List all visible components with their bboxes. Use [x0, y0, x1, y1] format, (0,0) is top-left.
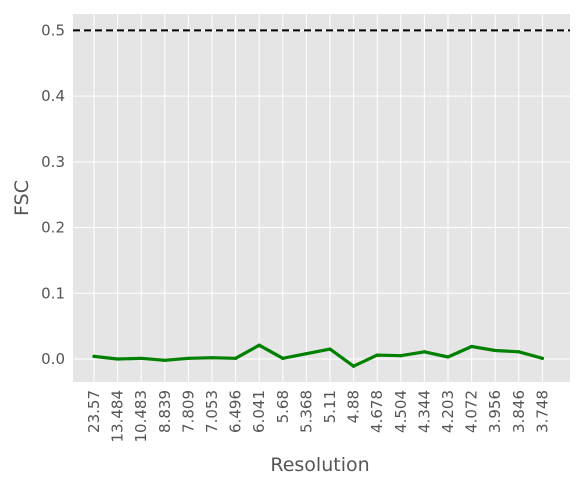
- fsc-data-point: [210, 356, 214, 360]
- x-tick-label: 10.483: [132, 390, 150, 443]
- x-tick-label: 5.368: [297, 390, 315, 433]
- x-tick-label: 13.484: [109, 390, 127, 443]
- y-tick-label: 0.5: [41, 21, 65, 39]
- fsc-data-point: [304, 352, 308, 356]
- x-tick-label: 3.956: [486, 390, 504, 433]
- x-tick-label: 4.203: [439, 390, 457, 433]
- fsc-data-point: [92, 354, 96, 358]
- fsc-data-point: [540, 356, 545, 360]
- y-tick-labels: 0.0 0.1 0.2 0.3 0.4 0.5: [41, 21, 65, 368]
- x-tick-label: 6.496: [227, 390, 245, 433]
- fsc-data-point: [163, 358, 167, 362]
- fsc-data-point: [281, 356, 285, 360]
- fsc-data-point: [328, 347, 332, 351]
- fsc-data-point: [234, 356, 238, 360]
- fsc-series-line: [92, 343, 545, 368]
- x-tick-label: 5.68: [274, 390, 292, 423]
- fsc-data-point: [352, 364, 356, 368]
- x-tick-label: 4.88: [345, 390, 363, 423]
- x-tick-label: 3.748: [533, 390, 551, 433]
- fsc-data-point: [186, 356, 190, 360]
- fsc-data-point: [116, 357, 120, 361]
- x-tick-label: 4.504: [392, 390, 410, 433]
- fsc-data-point: [446, 355, 450, 359]
- y-axis-title: FSC: [11, 180, 33, 216]
- fsc-data-point: [422, 350, 426, 354]
- y-tick-label: 0.2: [41, 219, 65, 237]
- x-tick-labels: 23.57 13.484 10.483 8.839 7.809 7.053 6.496 6.0…: [85, 390, 551, 443]
- fsc-data-point: [257, 343, 261, 347]
- series-group: [92, 343, 545, 368]
- plot-background: [73, 14, 570, 382]
- fsc-data-point: [375, 353, 379, 357]
- x-tick-label: 5.11: [321, 390, 339, 423]
- y-tick-label: 0.1: [41, 284, 65, 302]
- x-tick-label: 3.846: [510, 390, 528, 433]
- fsc-data-point: [517, 350, 521, 354]
- fsc-data-point: [493, 348, 497, 353]
- x-tick-label: 4.678: [368, 390, 386, 433]
- x-tick-label: 4.072: [463, 390, 481, 433]
- fsc-data-point: [139, 356, 143, 360]
- grid: [73, 14, 570, 382]
- y-tick-label: 0.0: [41, 350, 65, 368]
- x-axis-title: Resolution: [270, 454, 369, 476]
- x-tick-label: 8.839: [156, 390, 174, 433]
- x-tick-label: 6.041: [250, 390, 268, 433]
- x-tick-label: 7.809: [179, 390, 197, 433]
- x-tick-label: 23.57: [85, 390, 103, 433]
- fsc-data-point: [399, 354, 403, 358]
- x-tick-label: 4.344: [415, 390, 433, 433]
- y-tick-label: 0.4: [41, 87, 65, 105]
- x-tick-label: 7.053: [203, 390, 221, 433]
- y-tick-label: 0.3: [41, 153, 65, 171]
- fsc-data-point: [470, 344, 474, 349]
